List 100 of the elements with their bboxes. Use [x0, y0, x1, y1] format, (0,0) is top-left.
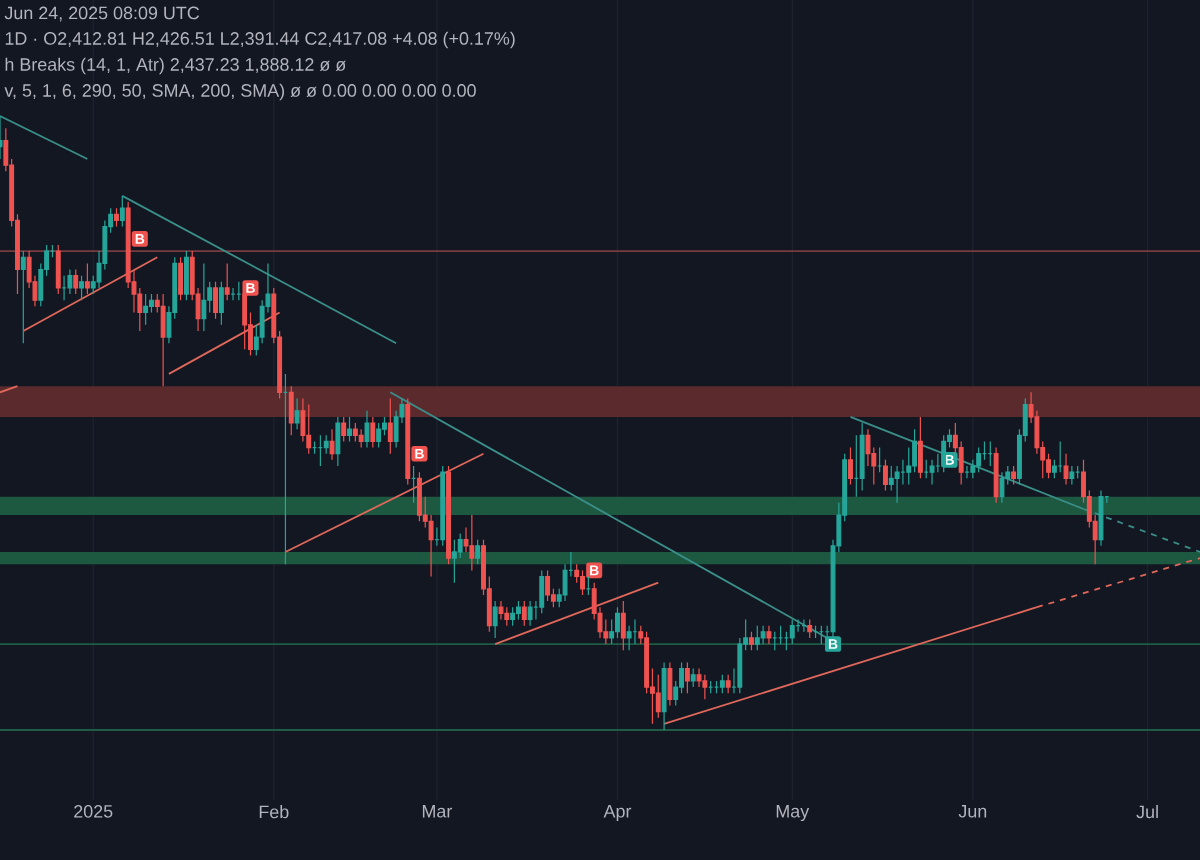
- candlestick: [778, 625, 784, 645]
- candlestick: [976, 446, 982, 473]
- candlestick: [55, 244, 61, 295]
- candlestick: [655, 674, 661, 719]
- candlestick: [119, 195, 125, 228]
- candlestick: [446, 465, 452, 565]
- candlestick: [766, 625, 772, 645]
- candlestick: [61, 275, 67, 301]
- x-tick-label: Mar: [422, 805, 453, 818]
- candlestick: [358, 428, 364, 449]
- candlestick: [521, 600, 527, 627]
- text: v, 5, 1, 6, 290, 50, SMA, 200, SMA) ø ø 0.00 0.00 0.00 0.00: [4, 83, 476, 101]
- candlestick: [224, 262, 230, 301]
- candlestick: [440, 465, 446, 547]
- candlestick: [1057, 440, 1063, 473]
- candlestick: [387, 397, 393, 455]
- candlestick: [690, 668, 696, 688]
- candlestick: [813, 625, 819, 639]
- candlestick: [498, 600, 504, 621]
- candlestick: [213, 281, 218, 320]
- candlestick: [335, 416, 341, 467]
- candlestick: [492, 600, 498, 639]
- candlestick: [306, 404, 312, 455]
- candlestick: [917, 416, 923, 479]
- candlestick: [964, 465, 970, 479]
- candlestick: [201, 262, 207, 332]
- text: h Breaks (14, 1, Atr) 2,437.23 1,888.12 ø ø: [5, 57, 346, 75]
- text: 1D · O2,412.81 H2,426.51 L2,391.44 C2,417.08 +4.08 (+0.17%): [5, 31, 515, 49]
- candlestick: [515, 600, 521, 621]
- candlestick: [411, 465, 417, 504]
- candlestick: [1069, 465, 1075, 486]
- x-tick-label: Feb: [259, 805, 289, 819]
- candlestick: [160, 293, 166, 387]
- candlestick: [987, 440, 993, 467]
- x-tick-label: Apr: [603, 805, 632, 822]
- candlestick: [719, 674, 725, 694]
- x-tick-label: Jun: [958, 805, 987, 818]
- candlestick: [749, 631, 754, 651]
- candlestick: [370, 416, 376, 449]
- candlestick: [859, 422, 865, 492]
- candlestick: [760, 625, 766, 645]
- candlestick: [789, 618, 795, 645]
- candlestick: [801, 618, 807, 633]
- candlestick: [714, 680, 719, 694]
- candlestick: [615, 606, 620, 639]
- candlestick: [218, 281, 224, 326]
- candlestick: [504, 606, 510, 627]
- candlestick: [288, 385, 294, 436]
- text: Jun 24, 2025 08:09 UTC: [4, 6, 200, 22]
- candlestick: [183, 250, 189, 301]
- candlestick: [282, 373, 288, 565]
- candlestick: [539, 569, 545, 614]
- candlestick: [684, 661, 690, 694]
- candlestick: [230, 287, 236, 301]
- candlestick: [923, 459, 929, 479]
- candlestick: [848, 446, 853, 486]
- candlestick: [702, 674, 708, 700]
- candlestick: [510, 606, 516, 627]
- candlestick: [416, 471, 422, 522]
- candlestick: [620, 600, 626, 651]
- candlestick: [294, 397, 300, 430]
- candlestick: [661, 661, 667, 731]
- candlestick: [807, 618, 813, 639]
- candlestick: [882, 459, 888, 492]
- candlestick: [352, 422, 358, 443]
- candlestick: [317, 434, 323, 467]
- candlestick: [364, 410, 370, 449]
- candlestick: [1063, 453, 1069, 486]
- candlestick: [67, 268, 73, 295]
- candlestick: [929, 459, 935, 486]
- candlestick: [754, 625, 760, 651]
- x-tick-label: Jul: [1136, 805, 1158, 819]
- candlestick: [632, 618, 638, 645]
- candlestick: [347, 416, 352, 443]
- candlestick: [329, 428, 335, 461]
- candlestick: [667, 661, 673, 707]
- candlestick: [178, 256, 184, 301]
- candlestick: [708, 680, 714, 694]
- candlestick: [999, 471, 1005, 504]
- candlestick: [545, 569, 551, 602]
- candlestick: [772, 631, 778, 651]
- candlestick: [143, 293, 149, 326]
- candlestick: [894, 465, 900, 504]
- candlestick: [114, 207, 119, 228]
- x-tick-label: 2025: [74, 805, 113, 818]
- candlestick: [79, 275, 85, 301]
- candlestick: [73, 268, 79, 295]
- candlestick: [20, 250, 26, 344]
- candlestick: [527, 600, 533, 627]
- candlestick: [376, 422, 382, 449]
- x-tick-label: May: [776, 805, 810, 822]
- candlestick: [469, 514, 475, 571]
- candlestick: [84, 262, 90, 295]
- candlestick: [1075, 465, 1081, 479]
- candlestick: [1011, 465, 1017, 486]
- candlestick: [585, 575, 591, 596]
- candlestick: [1098, 489, 1104, 547]
- candlestick: [451, 539, 457, 584]
- candlestick: [993, 446, 999, 504]
- candlestick: [626, 625, 632, 651]
